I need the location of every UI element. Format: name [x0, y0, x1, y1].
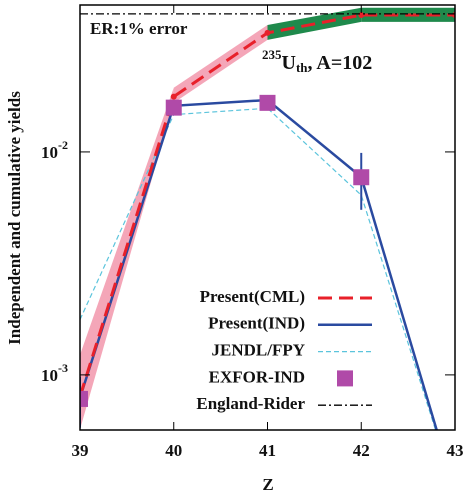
- x-axis-label: Z: [262, 475, 273, 494]
- tick-exponent: -3: [58, 361, 68, 375]
- mass: 235: [262, 47, 282, 62]
- legend-label: EXFOR-IND: [209, 367, 305, 386]
- uncertainty-band: [173, 24, 268, 103]
- nuclide-annotation: 235Uth, A=102: [262, 47, 372, 75]
- point: [170, 93, 177, 100]
- y-tick-label: 10-3: [41, 361, 68, 385]
- plot: [80, 7, 455, 430]
- y-tick-label: 10-2: [41, 138, 68, 162]
- x-tick-label: 43: [447, 441, 464, 460]
- legend-label: Present(CML): [200, 287, 305, 306]
- marker: [80, 390, 88, 407]
- marker: [353, 169, 370, 186]
- uncertainty-band: [80, 87, 174, 430]
- legend-marker: [337, 370, 353, 387]
- tick-exponent: -2: [58, 138, 68, 152]
- tick-base: 10: [41, 143, 58, 162]
- legend-label: England-Rider: [196, 394, 305, 413]
- x-tick-label: 39: [72, 441, 89, 460]
- marker: [259, 94, 276, 111]
- point: [264, 29, 271, 36]
- x-tick-label: 40: [165, 441, 182, 460]
- legend-label: JENDL/FPY: [212, 341, 306, 360]
- marker: [165, 99, 182, 116]
- tick-base: 10: [41, 366, 58, 385]
- legend-label: Present(IND): [208, 314, 305, 333]
- er-annotation: ER:1% error: [90, 19, 188, 38]
- y-axis-label: Independent and cumulative yields: [5, 91, 24, 345]
- element: U: [282, 52, 296, 74]
- x-tick-label: 42: [353, 441, 370, 460]
- sub: th: [296, 60, 308, 75]
- rest: , A=102: [308, 52, 373, 74]
- x-tick-label: 41: [259, 441, 276, 460]
